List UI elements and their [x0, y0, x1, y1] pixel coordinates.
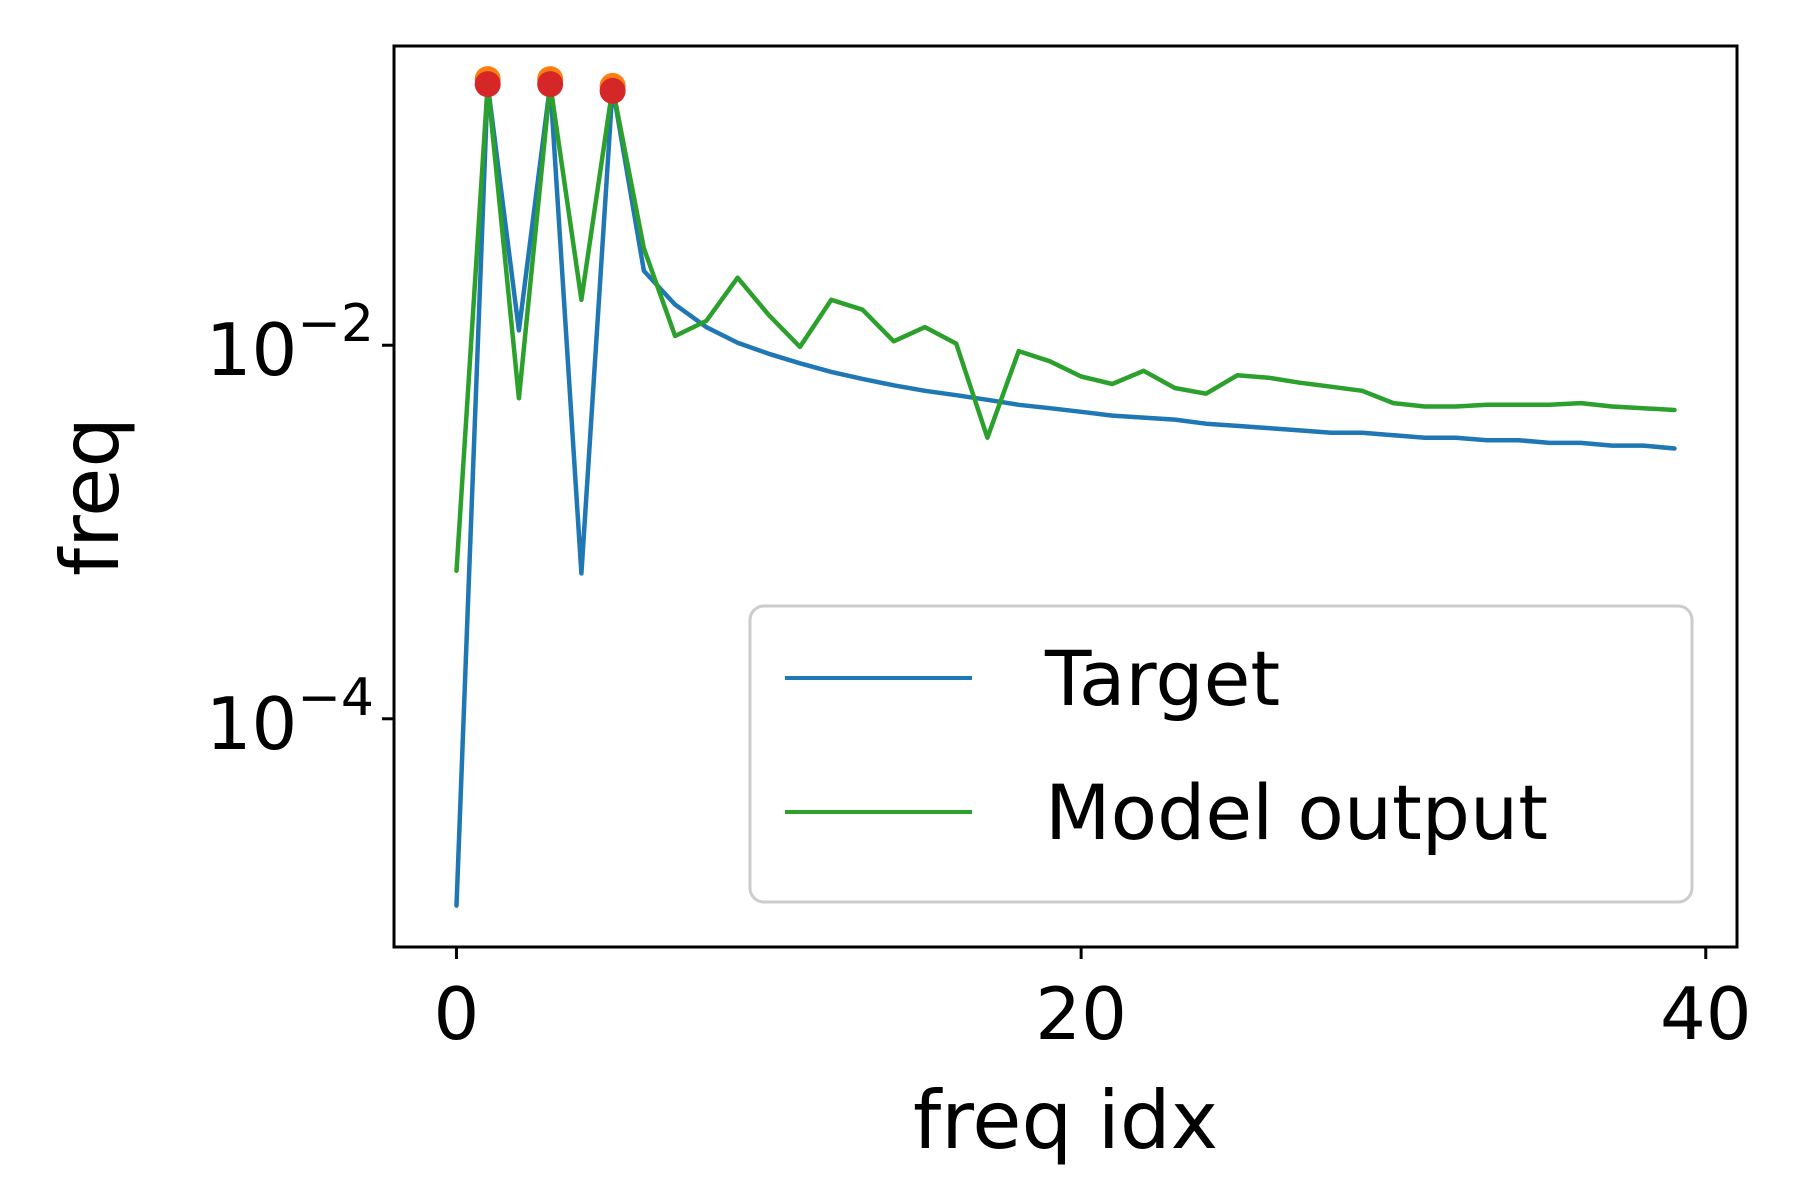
y-tick-label-0: 10−2	[206, 294, 374, 392]
y-axis: 10−210−4	[206, 294, 394, 766]
peak-marker-2	[599, 77, 626, 104]
x-axis: 0 20 40	[434, 947, 1752, 1056]
y-tick-label-base-0: 10	[206, 308, 298, 392]
plot-frame	[392, 44, 1739, 949]
y-tick-label-exp-0: −2	[297, 294, 374, 354]
legend-label-target: Target	[1044, 634, 1280, 723]
marker-layer	[474, 66, 626, 104]
legend-box	[748, 604, 1694, 904]
legend-label-model-output: Model output	[1045, 768, 1548, 857]
x-axis-title: freq idx	[913, 1074, 1218, 1167]
series-line-model-output	[454, 81, 1677, 574]
y-tick-label-1: 10−4	[206, 668, 374, 766]
x-tick-label-1: 20	[1035, 972, 1127, 1056]
plot-area	[392, 44, 1739, 949]
y-tick-label-exp-1: −4	[297, 668, 374, 728]
x-tick-label-0: 0	[434, 972, 480, 1056]
series-layer	[454, 81, 1677, 908]
y-tick-label-base-1: 10	[206, 682, 298, 766]
x-tick-label-2: 40	[1660, 972, 1752, 1056]
y-axis-title: freq	[44, 417, 137, 576]
legend: Target Model output	[748, 604, 1694, 904]
peak-marker-1	[537, 71, 564, 98]
peak-marker-0	[474, 71, 501, 98]
